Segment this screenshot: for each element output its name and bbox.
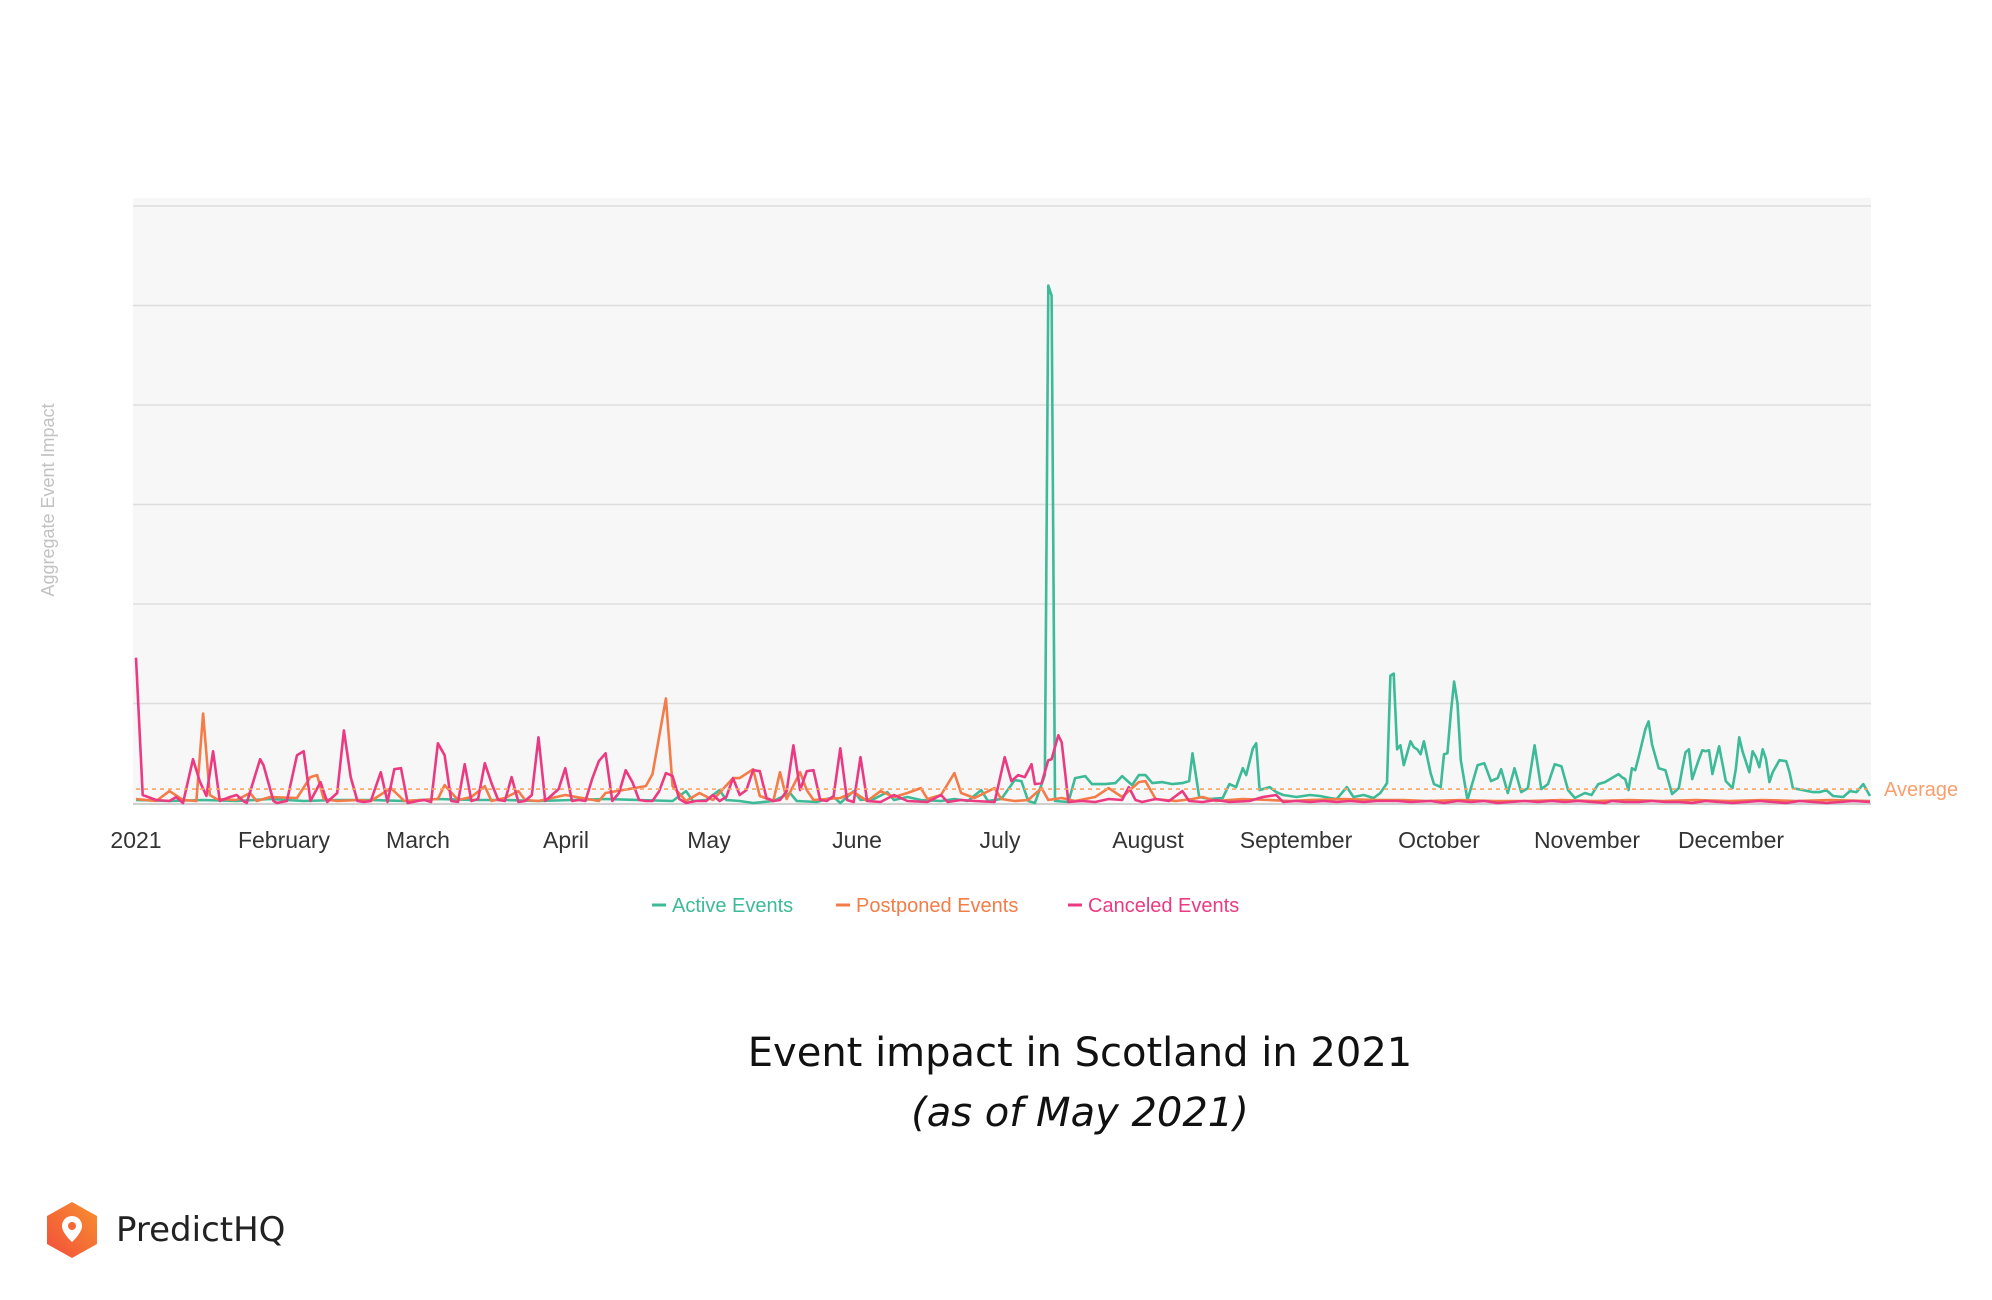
series-lines	[134, 284, 1872, 805]
chart-legend: Active Events Postponed Events Canceled Ev…	[652, 895, 1239, 917]
x-tick-label: June	[832, 827, 882, 853]
x-tick-label: November	[1534, 827, 1640, 853]
y-axis-label: Aggregate Event Impact	[38, 403, 58, 596]
legend-label: Postponed Events	[856, 895, 1018, 917]
brand: PredictHQ	[44, 1200, 285, 1260]
x-tick-labels: 2021 February March April May June July August S…	[110, 827, 1784, 853]
x-tick-label: August	[1112, 827, 1184, 853]
x-tick-label: April	[543, 827, 589, 853]
x-tick-label: October	[1398, 827, 1480, 853]
x-tick-label: 2021	[110, 827, 161, 853]
x-tick-label: March	[386, 827, 450, 853]
x-tick-label: December	[1678, 827, 1784, 853]
x-tick-label: July	[980, 827, 1021, 853]
legend-label: Canceled Events	[1088, 895, 1239, 917]
average-line-group: Average	[136, 779, 1958, 801]
event-impact-chart: Aggregate Event Impact 2021 February March…	[38, 198, 1959, 917]
predicthq-pin-logo-icon	[47, 1202, 97, 1258]
x-tick-label: February	[238, 827, 331, 853]
average-label: Average	[1884, 779, 1958, 801]
caption-title: Event impact in Scotland in 2021	[747, 1030, 1413, 1076]
brand-name: PredictHQ	[116, 1210, 286, 1250]
caption-subtitle: (as of May 2021)	[911, 1090, 1249, 1136]
x-tick-label: May	[687, 827, 731, 853]
legend-label: Active Events	[672, 895, 793, 917]
plot-area-background	[133, 198, 1871, 804]
gridlines	[133, 205, 1871, 705]
x-tick-label: September	[1240, 827, 1353, 853]
series-line-canceled-events	[134, 657, 1871, 805]
